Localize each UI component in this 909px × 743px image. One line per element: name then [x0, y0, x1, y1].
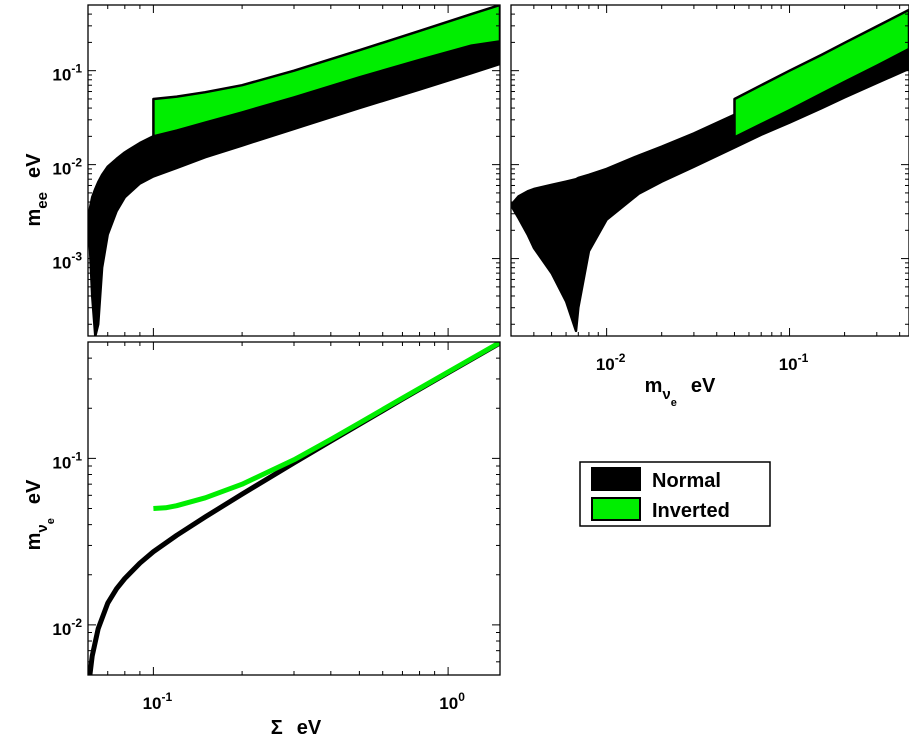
inverted-series-band	[152, 5, 500, 138]
plot-area	[88, 342, 500, 675]
tick-label: 10-2	[52, 616, 82, 639]
legend-swatch-normal	[591, 467, 641, 491]
tick-label: 10-1	[779, 351, 809, 374]
legend: Normal Inverted	[579, 461, 771, 527]
tick-label: 10-2	[596, 351, 626, 374]
axes-frame	[87, 341, 501, 676]
legend-swatch-inverted	[591, 497, 641, 521]
tick-label: 10-3	[52, 250, 82, 273]
legend-label-normal: Normal	[652, 470, 721, 492]
tick-label: 10-1	[143, 690, 173, 713]
axes-frame	[510, 4, 909, 337]
tick-label: 10-1	[52, 62, 82, 85]
inverted-series-line	[153, 342, 500, 511]
panel-mee-vs-mnue: 10-2 10-1 mνeeV	[510, 4, 909, 409]
tick-label: 10-1	[52, 449, 82, 472]
normal-series-band	[88, 24, 500, 336]
tick-label: 100	[439, 690, 465, 713]
x-axis-label: mνeeV	[645, 375, 716, 409]
panel-mnue-vs-sigma: 10-1 100 10-2 10-1 Σ eV mνeeV	[23, 341, 501, 739]
normal-series-band	[511, 26, 909, 333]
plot-area	[88, 5, 500, 336]
plot-area	[511, 8, 909, 333]
y-axis-label: mνeeV	[23, 479, 57, 550]
panel-mee-vs-sigma: 10-3 10-2 10-1 meeeV	[23, 4, 501, 337]
legend-label-inverted: Inverted	[652, 500, 730, 522]
inverted-series-band	[733, 8, 909, 139]
y-axis-label: meeeV	[23, 153, 51, 227]
tick-label: 10-2	[52, 156, 82, 179]
normal-series-line	[88, 342, 500, 675]
